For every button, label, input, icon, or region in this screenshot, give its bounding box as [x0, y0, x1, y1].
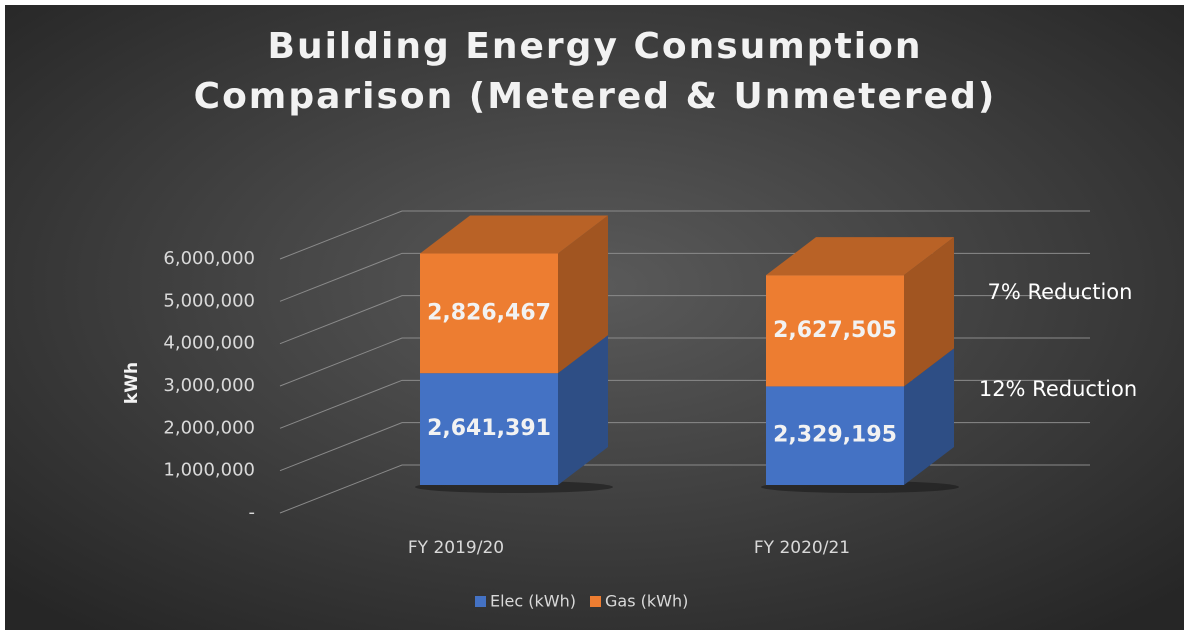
x-tick-label: FY 2020/21	[754, 538, 850, 558]
bar-top	[766, 237, 954, 276]
legend-swatch	[590, 596, 601, 607]
bar-side	[904, 348, 954, 485]
y-tick-label: -	[249, 502, 256, 523]
y-tick-label: 5,000,000	[163, 290, 255, 311]
chart-title: Building Energy Consumption Comparison (…	[193, 26, 997, 117]
annotation: 7% Reduction	[988, 280, 1133, 304]
y-tick-label: 4,000,000	[163, 333, 255, 354]
y-tick-label: 1,000,000	[163, 460, 255, 481]
x-tick-label: FY 2019/20	[408, 538, 504, 558]
y-tick-label: 2,000,000	[163, 417, 255, 438]
bar-top	[420, 215, 608, 254]
y-tick-label: 6,000,000	[163, 248, 255, 269]
bar	[766, 386, 904, 485]
bar	[420, 253, 558, 374]
legend-swatch	[475, 596, 486, 607]
bar-side	[558, 215, 608, 374]
data-label: 2,826,467	[427, 300, 551, 325]
grid-line	[279, 210, 1090, 260]
bar-side	[558, 335, 608, 485]
y-tick-label: 3,000,000	[163, 375, 255, 396]
data-label: 2,627,505	[773, 318, 897, 343]
bar	[420, 373, 558, 485]
data-label: 2,641,391	[427, 416, 551, 441]
y-axis-label: kWh	[122, 362, 142, 404]
bar-side	[904, 237, 954, 387]
data-label: 2,329,195	[773, 423, 897, 448]
bar	[766, 275, 904, 387]
annotation: 12% Reduction	[979, 377, 1137, 401]
legend-label: Elec (kWh)	[490, 592, 576, 611]
legend-label: Gas (kWh)	[605, 592, 688, 611]
